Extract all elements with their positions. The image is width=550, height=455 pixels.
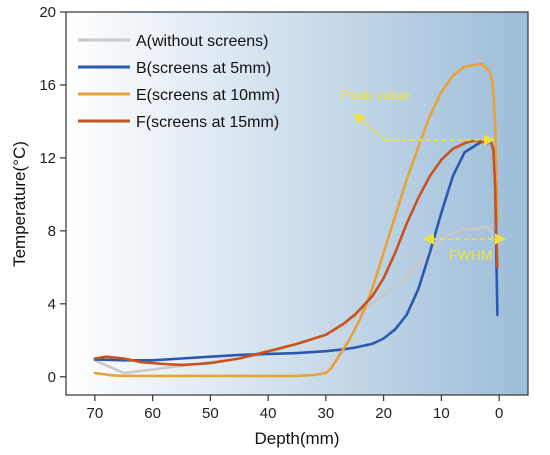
legend-item-e: E(screens at 10mm) [78, 87, 280, 104]
fwhm-label: FWHM [449, 247, 493, 263]
plot-frame [65, 11, 529, 396]
y-tick-label: 12 [39, 150, 56, 167]
legend-item-f: F(screens at 15mm) [78, 114, 279, 131]
legend-item-b: B(screens at 5mm) [78, 60, 271, 77]
legend-item-a: A(without screens) [78, 33, 269, 50]
y-axis-title: Temperature(°C) [10, 141, 29, 267]
legend-label-e: E(screens at 10mm) [136, 87, 280, 104]
peak-arrow-diagonal [353, 113, 387, 141]
x-tick-label: 40 [260, 405, 277, 422]
y-tick-label: 20 [39, 4, 56, 21]
y-tick-label: 8 [48, 223, 56, 240]
x-tick-label: 0 [495, 405, 503, 422]
x-axis-ticks: 70 60 50 40 30 20 10 0 [87, 395, 503, 422]
series-line-3 [93, 62, 499, 378]
x-tick-label: 10 [433, 405, 450, 422]
fwhm-annotation: FWHM [422, 233, 507, 263]
x-axis-title: Depth(mm) [254, 429, 339, 448]
legend: A(without screens) B(screens at 5mm) E(s… [78, 33, 280, 131]
legend-label-b: B(screens at 5mm) [136, 60, 271, 77]
peak-value-annotation: Peak value [341, 87, 496, 146]
legend-label-f: F(screens at 15mm) [136, 114, 279, 131]
x-tick-label: 60 [144, 405, 161, 422]
y-tick-label: 0 [48, 369, 56, 386]
y-axis-ticks: 0 4 8 12 16 20 [39, 4, 66, 386]
x-tick-label: 30 [318, 405, 335, 422]
x-tick-label: 70 [87, 405, 104, 422]
y-tick-label: 4 [48, 296, 56, 313]
x-tick-label: 20 [375, 405, 392, 422]
peak-value-label: Peak value [341, 87, 410, 103]
y-tick-label: 16 [39, 77, 56, 94]
legend-label-a: A(without screens) [136, 33, 269, 50]
series-layer [93, 62, 499, 378]
plot-background [66, 12, 528, 395]
x-tick-label: 50 [202, 405, 219, 422]
